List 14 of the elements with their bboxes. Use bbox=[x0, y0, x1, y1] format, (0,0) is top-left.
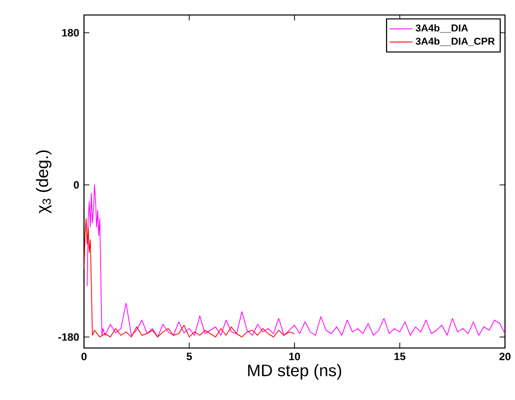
y-tick-label: 0 bbox=[74, 181, 79, 189]
x-axis-title: MD step (ns) bbox=[248, 364, 342, 380]
line-series bbox=[86, 184, 505, 338]
x-tick-label: 0 bbox=[81, 352, 87, 360]
x-tick-label: 15 bbox=[394, 352, 406, 360]
x-tick-label: 5 bbox=[186, 352, 192, 360]
legend-label: 3A4b__DIA_CPR bbox=[416, 37, 495, 46]
x-tick-label: 10 bbox=[289, 352, 300, 360]
x-tick-label: 20 bbox=[499, 352, 510, 360]
y-axis-title: χ$_{3}$ (deg.) bbox=[36, 150, 52, 214]
legend-label: 3A4b__DIA bbox=[416, 24, 468, 33]
line-series bbox=[84, 218, 295, 338]
y-tick-label: -180 bbox=[58, 333, 79, 341]
y-tick-label: 180 bbox=[62, 28, 79, 37]
